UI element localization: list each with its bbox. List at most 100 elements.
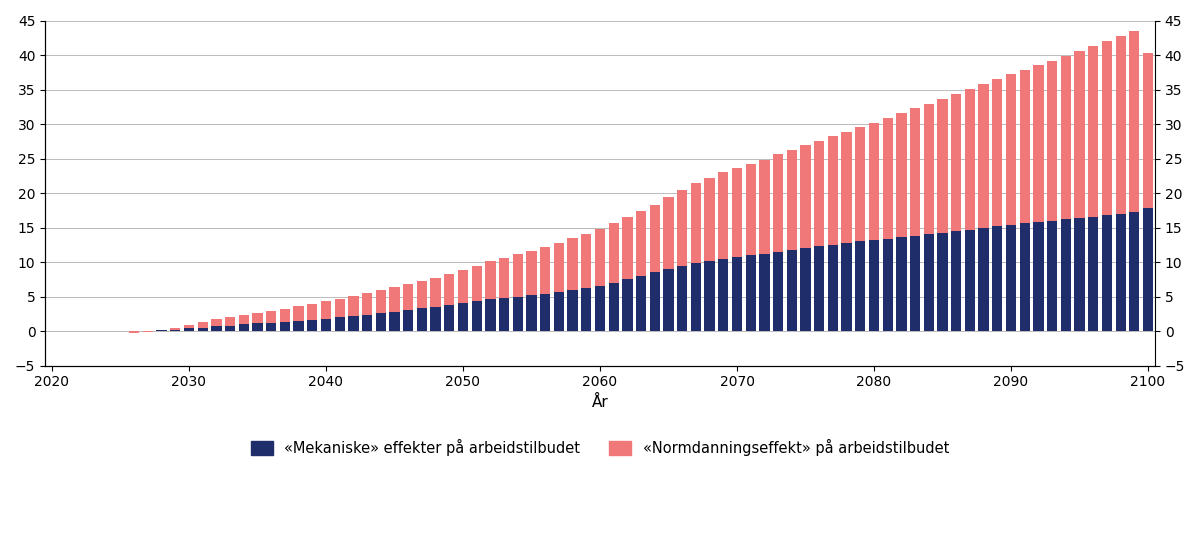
Bar [1048,60,1057,220]
Bar [965,89,976,230]
Bar [170,328,180,330]
Bar [335,318,344,331]
Bar [664,197,673,269]
Bar [320,301,331,319]
Bar [266,323,276,331]
Bar [184,325,194,328]
Bar [649,205,660,272]
Bar [732,167,742,257]
Bar [952,94,961,231]
Bar [1033,222,1044,331]
Bar [896,113,906,237]
Bar [581,287,592,331]
Bar [1020,70,1030,223]
Bar [882,239,893,331]
Bar [1061,56,1070,219]
Bar [416,309,427,331]
Bar [773,252,784,331]
Bar [431,307,440,331]
Bar [527,295,536,331]
Bar [376,290,386,313]
Bar [143,331,152,332]
Bar [704,261,715,331]
Bar [485,299,496,331]
Bar [691,184,701,263]
Bar [691,263,701,331]
Bar [362,315,372,331]
Bar [198,322,208,328]
Bar [280,322,290,331]
Bar [649,272,660,331]
Bar [512,296,523,331]
Bar [156,330,167,331]
Bar [389,287,400,312]
Bar [280,309,290,322]
Bar [581,234,592,287]
Bar [623,280,632,331]
Bar [472,301,482,331]
Bar [623,217,632,280]
Bar [978,228,989,331]
Bar [800,248,811,331]
Bar [294,306,304,321]
Bar [608,223,619,283]
Bar [1074,218,1085,331]
Bar [499,298,509,331]
Bar [924,104,934,234]
Bar [184,328,194,331]
Bar [1006,74,1016,225]
Bar [568,290,577,331]
Bar [1116,214,1126,331]
Bar [239,315,248,324]
Bar [978,84,989,228]
Bar [568,238,577,290]
Legend: «Mekaniske» effekter på arbeidstilbudet, «Normdanningseffekt» på arbeidstilbudet: «Mekaniske» effekter på arbeidstilbudet,… [245,433,955,462]
Bar [787,150,797,251]
Bar [937,99,948,233]
Bar [787,251,797,331]
Bar [307,320,318,331]
Bar [732,257,742,331]
Bar [170,330,180,331]
Bar [540,294,551,331]
Bar [499,258,509,298]
Bar [348,316,359,331]
Bar [910,108,920,236]
Bar [718,258,728,331]
Bar [266,311,276,323]
Bar [869,240,880,331]
Bar [553,243,564,292]
Bar [992,226,1002,331]
Bar [389,312,400,331]
Bar [553,292,564,331]
Bar [335,299,344,318]
Bar [745,164,756,255]
Bar [444,305,455,331]
Bar [362,293,372,315]
Bar [1048,220,1057,331]
Bar [924,234,934,331]
Bar [239,324,248,331]
Bar [403,310,413,331]
Bar [595,229,605,286]
Bar [130,331,139,333]
Bar [869,123,880,240]
Bar [376,313,386,331]
Bar [1129,31,1140,211]
Bar [595,286,605,331]
Bar [841,243,852,331]
Bar [1006,225,1016,331]
Bar [814,246,824,331]
Bar [992,79,1002,226]
Bar [636,276,647,331]
Bar [211,326,222,331]
Bar [224,325,235,331]
Bar [472,266,482,301]
Bar [773,155,784,252]
Bar [224,318,235,325]
Bar [403,284,413,310]
Bar [512,254,523,296]
Bar [882,118,893,239]
Bar [1102,215,1112,331]
Bar [294,321,304,331]
